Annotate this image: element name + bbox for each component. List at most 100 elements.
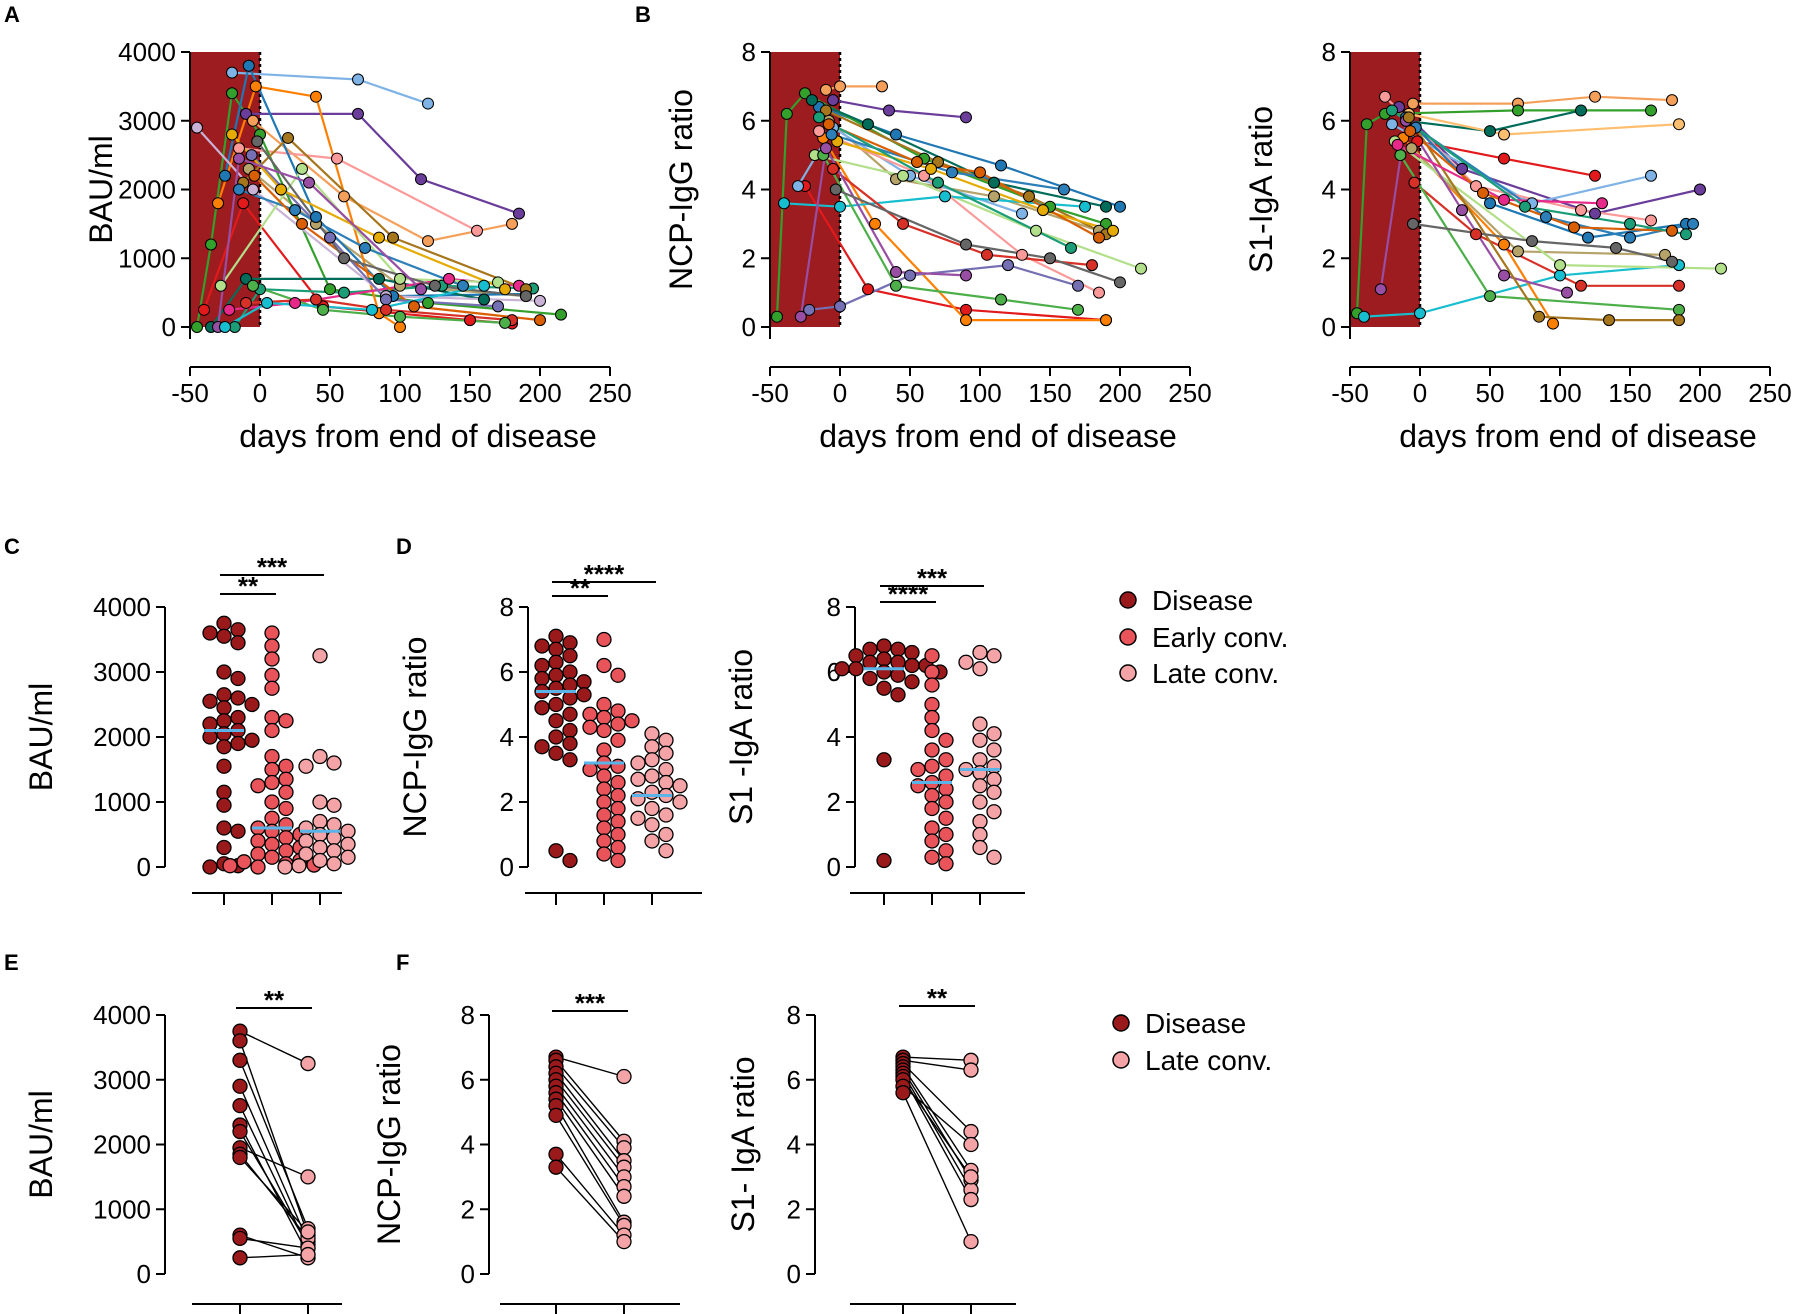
y-tick-label: 4000 (93, 592, 151, 622)
series-line (832, 99, 967, 119)
data-point (1498, 152, 1510, 165)
series-line (804, 185, 1107, 322)
data-point (986, 742, 1002, 758)
data-point (534, 670, 550, 687)
data-point (222, 858, 238, 874)
data-point (974, 166, 986, 179)
data-point (303, 176, 315, 189)
pair-line (555, 1114, 625, 1226)
data-point (972, 732, 988, 748)
y-tick-label: 4000 (93, 1000, 151, 1030)
panel-label-c: C (4, 534, 20, 559)
series-line (1408, 112, 1680, 136)
data-point-disease (232, 1078, 248, 1094)
data-point (986, 726, 1002, 742)
y-tick-label: 4 (787, 1130, 801, 1160)
data-point (1589, 169, 1601, 182)
data-point (278, 713, 294, 729)
data-point (216, 726, 232, 742)
y-axis-label: S1 -IgA ratio (723, 649, 759, 825)
data-point (1680, 228, 1692, 241)
x-tick-label: 50 (896, 378, 925, 408)
pair-line (555, 1085, 625, 1178)
data-point (340, 823, 356, 839)
data-point (312, 748, 328, 765)
series-line (252, 119, 513, 243)
data-point (478, 279, 490, 292)
pair-line (239, 1030, 309, 1065)
pair-line (239, 1085, 309, 1242)
data-point (890, 687, 906, 703)
data-point (610, 667, 626, 683)
series-line (242, 136, 527, 291)
data-point (972, 839, 988, 856)
data-point (534, 294, 546, 307)
data-point (1358, 310, 1370, 323)
y-tick-label: 4 (742, 175, 756, 205)
data-point (938, 781, 954, 797)
data-point (264, 709, 280, 726)
pair-line (902, 1072, 972, 1191)
data-point (938, 752, 954, 768)
y-tick-label: 8 (1322, 37, 1336, 67)
significance-label: *** (575, 988, 606, 1018)
data-point (534, 638, 550, 654)
series-line (1391, 109, 1687, 236)
data-point (610, 813, 626, 830)
data-point (610, 839, 626, 856)
data-point (275, 183, 287, 196)
data-point (820, 142, 832, 155)
data-point (876, 80, 888, 93)
data-point-disease (548, 1146, 564, 1162)
data-point (960, 238, 972, 251)
data-point (296, 162, 308, 175)
data-point (340, 849, 356, 865)
data-point (264, 748, 280, 765)
data-point (658, 826, 674, 843)
data-point (366, 303, 378, 316)
pair-line (555, 1056, 625, 1078)
data-point (312, 839, 328, 856)
data-point (555, 308, 567, 321)
data-point-disease (232, 1123, 248, 1140)
data-point (1687, 217, 1699, 230)
series-line (256, 140, 527, 298)
data-point (644, 752, 660, 768)
data-point (244, 732, 260, 748)
data-point (548, 628, 564, 644)
y-axis-label: NCP-IgG ratio (371, 1044, 407, 1245)
data-point (216, 700, 232, 716)
y-tick-label: 2 (742, 243, 756, 273)
data-point (251, 135, 264, 148)
data-point (596, 768, 612, 784)
data-point (924, 709, 940, 726)
y-tick-label: 2 (461, 1194, 475, 1224)
data-point (216, 628, 232, 644)
data-point (938, 732, 954, 748)
data-point-late (300, 1246, 316, 1263)
data-point (862, 670, 878, 687)
x-tick-label: 0 (833, 378, 847, 408)
y-axis-label: S1-IgA ratio (1243, 106, 1279, 273)
data-point (862, 118, 874, 131)
data-point-disease (232, 1230, 248, 1247)
data-point (244, 696, 260, 713)
data-point (890, 667, 906, 683)
data-point (932, 176, 944, 189)
data-point (1135, 262, 1147, 275)
data-point (644, 817, 660, 833)
data-point (562, 648, 578, 664)
data-point (248, 169, 261, 182)
series-line (252, 284, 506, 324)
data-point (264, 761, 280, 778)
data-point (848, 661, 864, 677)
chart-b2: 0 2 4 6 8 -50 0 50 100 150 200 250 days from end of … (1243, 37, 1792, 454)
data-point (1065, 241, 1077, 254)
data-point (317, 303, 329, 316)
data-point (794, 310, 807, 323)
data-point (264, 638, 280, 654)
data-point (1477, 186, 1489, 199)
data-point (216, 758, 232, 774)
data-point (792, 180, 804, 193)
